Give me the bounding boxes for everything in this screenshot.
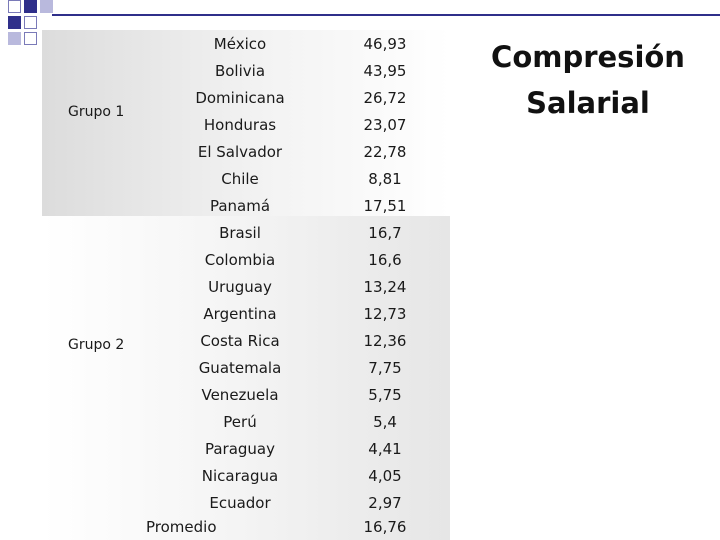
table-row: Ecuador 2,97 bbox=[0, 489, 460, 516]
table-row: Costa Rica 12,36 bbox=[0, 327, 460, 354]
country-value: 46,93 bbox=[363, 35, 407, 53]
country-value: 16,7 bbox=[368, 224, 402, 242]
group-2-background bbox=[42, 216, 450, 540]
table-row: Paraguay 4,41 bbox=[0, 435, 460, 462]
deco-square bbox=[8, 0, 21, 13]
country-name: Nicaragua bbox=[201, 467, 279, 485]
country-name: Costa Rica bbox=[200, 332, 280, 350]
country-name: Colombia bbox=[204, 251, 276, 269]
country-name: Brasil bbox=[219, 224, 261, 242]
country-value: 7,75 bbox=[368, 359, 402, 377]
table-row: Brasil 16,7 bbox=[0, 219, 460, 246]
country-value: 2,97 bbox=[368, 494, 402, 512]
table-row: Chile 8,81 bbox=[0, 165, 460, 192]
country-name: Dominicana bbox=[195, 89, 285, 107]
slide-title: Compresión Salarial bbox=[470, 34, 706, 126]
table-row: México 46,93 bbox=[0, 30, 460, 57]
country-value: 17,51 bbox=[363, 197, 407, 215]
table-row: Honduras 23,07 bbox=[0, 111, 460, 138]
table-row: Perú 5,4 bbox=[0, 408, 460, 435]
country-name: Venezuela bbox=[201, 386, 279, 404]
table-row: Nicaragua 4,05 bbox=[0, 462, 460, 489]
title-line-2: Salarial bbox=[526, 86, 650, 120]
average-label: Promedio bbox=[146, 518, 217, 536]
country-value: 26,72 bbox=[363, 89, 407, 107]
country-table: México 46,93 Bolivia 43,95 Dominicana 26… bbox=[0, 30, 460, 516]
country-name: Honduras bbox=[203, 116, 277, 134]
table-row: Bolivia 43,95 bbox=[0, 57, 460, 84]
country-name: México bbox=[213, 35, 267, 53]
table-row: Guatemala 7,75 bbox=[0, 354, 460, 381]
table-row: El Salvador 22,78 bbox=[0, 138, 460, 165]
country-value: 12,36 bbox=[363, 332, 407, 350]
country-value: 16,6 bbox=[368, 251, 402, 269]
country-name: Guatemala bbox=[198, 359, 282, 377]
country-value: 8,81 bbox=[368, 170, 402, 188]
country-name: Perú bbox=[223, 413, 257, 431]
table-row: Argentina 12,73 bbox=[0, 300, 460, 327]
country-name: El Salvador bbox=[197, 143, 283, 161]
table-row: Venezuela 5,75 bbox=[0, 381, 460, 408]
table-row: Panamá 17,51 bbox=[0, 192, 460, 219]
average-value: 16,76 bbox=[363, 518, 407, 536]
deco-square bbox=[40, 0, 53, 13]
table-row: Uruguay 13,24 bbox=[0, 273, 460, 300]
country-value: 5,75 bbox=[368, 386, 402, 404]
country-value: 43,95 bbox=[363, 62, 407, 80]
country-value: 23,07 bbox=[363, 116, 407, 134]
country-value: 5,4 bbox=[373, 413, 397, 431]
country-value: 4,41 bbox=[368, 440, 402, 458]
country-name: Bolivia bbox=[214, 62, 266, 80]
table-row: Dominicana 26,72 bbox=[0, 84, 460, 111]
country-value: 4,05 bbox=[368, 467, 402, 485]
group-2-label: Grupo 2 bbox=[68, 337, 125, 353]
deco-square bbox=[8, 32, 21, 45]
group-1-label: Grupo 1 bbox=[68, 104, 125, 120]
country-name: Argentina bbox=[203, 305, 277, 323]
title-line-1: Compresión bbox=[491, 40, 685, 74]
deco-square bbox=[8, 16, 21, 29]
country-value: 22,78 bbox=[363, 143, 407, 161]
deco-square bbox=[24, 0, 37, 13]
deco-square bbox=[24, 16, 37, 29]
country-name: Uruguay bbox=[208, 278, 272, 296]
country-name: Panamá bbox=[209, 197, 271, 215]
country-name: Paraguay bbox=[204, 440, 276, 458]
country-value: 12,73 bbox=[363, 305, 407, 323]
country-name: Chile bbox=[221, 170, 259, 188]
group-1-background bbox=[42, 30, 450, 216]
deco-square bbox=[24, 32, 37, 45]
header-rule bbox=[52, 14, 720, 16]
table-row: Colombia 16,6 bbox=[0, 246, 460, 273]
country-name: Ecuador bbox=[209, 494, 271, 512]
country-value: 13,24 bbox=[363, 278, 407, 296]
